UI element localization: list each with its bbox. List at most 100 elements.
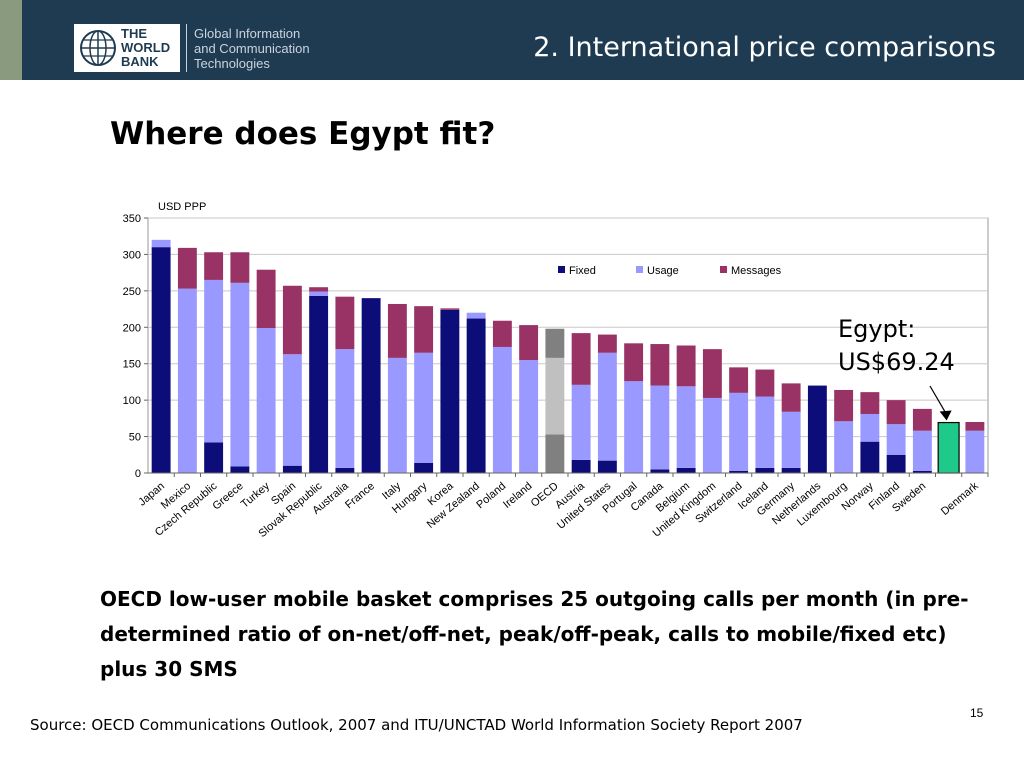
bar-messages-united-kingdom	[702, 349, 722, 398]
bar-messages-italy	[387, 303, 407, 358]
legend-label-messages: Messages	[731, 265, 782, 277]
bar-egypt	[937, 421, 960, 474]
bar-messages-slovak-republic	[309, 287, 329, 292]
bar-fixed-japan	[151, 247, 171, 473]
bar-usage-poland	[492, 346, 512, 473]
bar-usage-japan	[151, 239, 171, 248]
bar-usage-oecd	[545, 357, 565, 435]
y-tick-label: 0	[135, 468, 141, 480]
bar-usage-sweden	[912, 430, 932, 471]
legend-label-usage: Usage	[647, 265, 679, 277]
bar-usage-canada	[650, 385, 670, 470]
globe-icon	[80, 30, 116, 66]
bar-fixed-sweden	[912, 470, 932, 473]
legend-swatch-fixed	[558, 266, 565, 273]
bar-messages-korea	[440, 308, 460, 310]
bar-fixed-new-zealand	[466, 318, 486, 473]
bar-messages-spain	[282, 285, 302, 355]
bar-fixed-slovak-republic	[309, 295, 329, 473]
bar-messages-austria	[571, 333, 591, 385]
bar-fixed-australia	[335, 467, 355, 473]
page-number: 15	[970, 706, 984, 720]
header-bar: THE WORLD BANK Global Information and Co…	[0, 0, 1024, 80]
bar-messages-ireland	[519, 325, 539, 361]
logo-line-3: BANK	[121, 54, 159, 69]
legend-swatch-messages	[720, 266, 727, 273]
slide-title: 2. International price comparisons	[533, 32, 996, 63]
y-tick-label: 150	[123, 359, 141, 371]
bar-messages-germany	[781, 383, 801, 412]
y-tick-label: 350	[123, 213, 141, 225]
x-tick-label-turkey: Turkey	[239, 480, 273, 511]
bar-messages-greece	[230, 252, 250, 283]
bar-fixed-united-states	[597, 460, 617, 473]
bar-usage-denmark	[965, 430, 985, 473]
x-tick-label-poland: Poland	[474, 480, 508, 511]
source-note: Source: OECD Communications Outlook, 200…	[30, 716, 803, 734]
unit-line-1: Global Information	[194, 26, 301, 41]
bar-fixed-switzerland	[729, 470, 749, 473]
annotation-arrow-line	[929, 385, 948, 415]
y-tick-label: 50	[129, 432, 141, 444]
unit-line-3: Technologies	[194, 56, 270, 71]
x-tick-label-denmark: Denmark	[939, 480, 981, 518]
bar-fixed-hungary	[414, 462, 434, 473]
bar-messages-australia	[335, 296, 355, 350]
bar-fixed-norway	[860, 441, 880, 473]
bar-messages-mexico	[177, 247, 197, 289]
logo-line-1: THE	[121, 26, 147, 41]
bar-messages-hungary	[414, 306, 434, 353]
bar-usage-united-states	[597, 352, 617, 461]
y-tick-label: 100	[123, 395, 141, 407]
bar-usage-portugal	[624, 381, 644, 473]
bar-fixed-korea	[440, 309, 460, 473]
bar-fixed-spain	[282, 465, 302, 473]
slide-heading: Where does Egypt fit?	[110, 116, 496, 152]
bar-messages-luxembourg	[834, 389, 854, 422]
bar-usage-belgium	[676, 386, 696, 468]
y-tick-label: 200	[123, 322, 141, 334]
bar-fixed-czech-republic	[204, 442, 224, 473]
bar-messages-poland	[492, 320, 512, 347]
bar-fixed-canada	[650, 469, 670, 473]
bar-messages-belgium	[676, 345, 696, 387]
unit-name: Global Information and Communication Tec…	[194, 26, 310, 71]
bar-fixed-oecd	[545, 434, 565, 473]
legend-swatch-usage	[636, 266, 643, 273]
bar-usage-italy	[387, 357, 407, 473]
bar-usage-mexico	[177, 288, 197, 473]
bar-usage-norway	[860, 413, 880, 442]
bar-messages-switzerland	[729, 367, 749, 393]
bar-messages-oecd	[545, 328, 565, 358]
bar-messages-sweden	[912, 408, 932, 431]
bar-usage-czech-republic	[204, 279, 224, 443]
x-tick-label-france: France	[343, 480, 377, 511]
bar-usage-slovak-republic	[309, 291, 329, 296]
bar-fixed-belgium	[676, 467, 696, 473]
basket-description: OECD low-user mobile basket comprises 25…	[100, 587, 969, 681]
bar-fixed-germany	[781, 467, 801, 473]
logo-divider	[186, 24, 187, 72]
bar-messages-denmark	[965, 422, 985, 431]
bar-fixed-finland	[886, 454, 906, 473]
bar-messages-norway	[860, 392, 880, 414]
egypt-annotation: Egypt: US$69.24	[838, 313, 955, 379]
header-accent	[0, 0, 22, 80]
bar-usage-turkey	[256, 328, 276, 473]
bar-usage-greece	[230, 282, 250, 467]
bar-fixed-greece	[230, 466, 250, 473]
legend-label-fixed: Fixed	[569, 265, 596, 277]
y-axis-label: USD PPP	[158, 201, 206, 213]
bar-messages-czech-republic	[204, 252, 224, 280]
bar-usage-new-zealand	[466, 312, 486, 319]
bar-messages-canada	[650, 344, 670, 386]
bar-messages-united-states	[597, 334, 617, 353]
bar-usage-switzerland	[729, 392, 749, 471]
annotation-arrow-head	[939, 410, 952, 421]
bar-messages-iceland	[755, 369, 775, 397]
bar-usage-austria	[571, 384, 591, 460]
world-bank-logo: THE WORLD BANK	[74, 24, 180, 72]
bar-usage-hungary	[414, 352, 434, 463]
annotation-line-1: Egypt:	[838, 315, 916, 343]
